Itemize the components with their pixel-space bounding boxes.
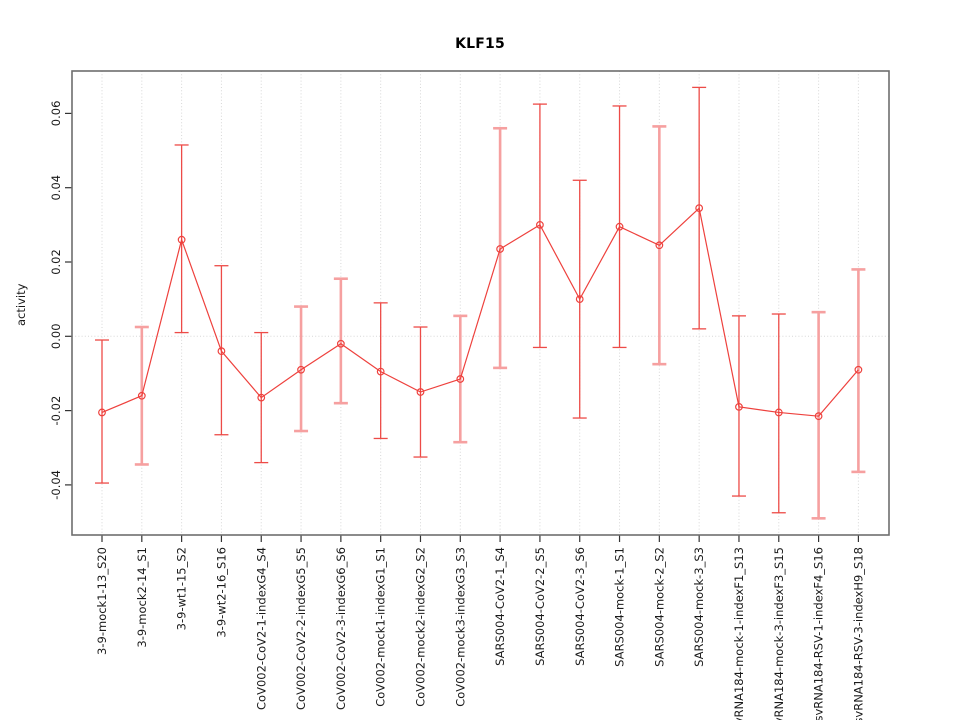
data-point (854, 365, 863, 374)
x-tick-label: svRNA184-RSV-3-indexH9_S18 (851, 547, 865, 720)
x-tick-label: 3-9-mock1-13_S20 (95, 547, 109, 655)
data-point (695, 204, 704, 213)
x-tick-label: 3-9-wt2-16_S16 (214, 547, 228, 638)
data-point (177, 235, 186, 244)
data-point (536, 220, 544, 229)
x-tick-label: SARS004-mock-1_S1 (613, 547, 627, 667)
x-tick-label: CoV002-mock1-indexG1_S1 (374, 547, 388, 707)
y-tick-label: -0.04 (49, 470, 63, 500)
data-point (496, 245, 505, 253)
data-point (416, 388, 425, 396)
plot-frame (71, 70, 890, 536)
data-point (655, 241, 664, 250)
data-point (297, 365, 305, 374)
data-point (137, 391, 146, 400)
x-tick-label: svRNA184-RSV-1-indexF4_S16 (812, 547, 826, 720)
data-point (814, 412, 823, 421)
x-tick-label: SARS004-CoV2-1_S4 (493, 547, 507, 666)
y-tick-label: 0.04 (49, 175, 63, 201)
x-tick-label: SARS004-CoV2-2_S5 (533, 547, 547, 666)
x-tick-label: SARS004-mock-3_S3 (692, 547, 706, 667)
x-tick-label: CoV002-CoV2-2-indexG5_S5 (294, 547, 308, 710)
data-point (336, 339, 345, 348)
y-tick-label: 0.02 (49, 249, 63, 275)
y-tick-label: 0.00 (49, 323, 63, 349)
x-tick-label: svRNA184-mock-3-indexF3_S15 (772, 547, 786, 720)
data-point (735, 402, 743, 411)
data-point (217, 347, 226, 356)
series-line (101, 206, 859, 417)
data-point (615, 222, 624, 231)
data-point (257, 393, 266, 402)
x-tick-label: svRNA184-mock-1-indexF1_S13 (732, 547, 746, 720)
x-tick-label: CoV002-CoV2-3-indexG6_S6 (334, 547, 348, 710)
x-tick-label: 3-9-mock2-14_S1 (135, 547, 149, 648)
data-point (575, 295, 584, 304)
x-tick-label: CoV002-mock3-indexG3_S3 (453, 547, 467, 707)
chart-title: KLF15 (455, 36, 505, 52)
x-tick-label: CoV002-CoV2-1-indexG4_S4 (254, 547, 268, 710)
x-tick-label: 3-9-wt1-15_S2 (175, 547, 189, 630)
y-tick-label: 0.06 (49, 101, 63, 127)
x-tick-label: CoV002-mock2-indexG2_S2 (414, 547, 428, 707)
x-tick-label: SARS004-CoV2-3_S6 (573, 547, 587, 666)
y-tick-label: -0.02 (49, 396, 63, 426)
x-tick-label: SARS004-mock-2_S2 (652, 547, 666, 667)
data-point (774, 408, 783, 417)
data-point (376, 367, 385, 376)
data-point (456, 375, 465, 383)
data-point (98, 408, 106, 417)
